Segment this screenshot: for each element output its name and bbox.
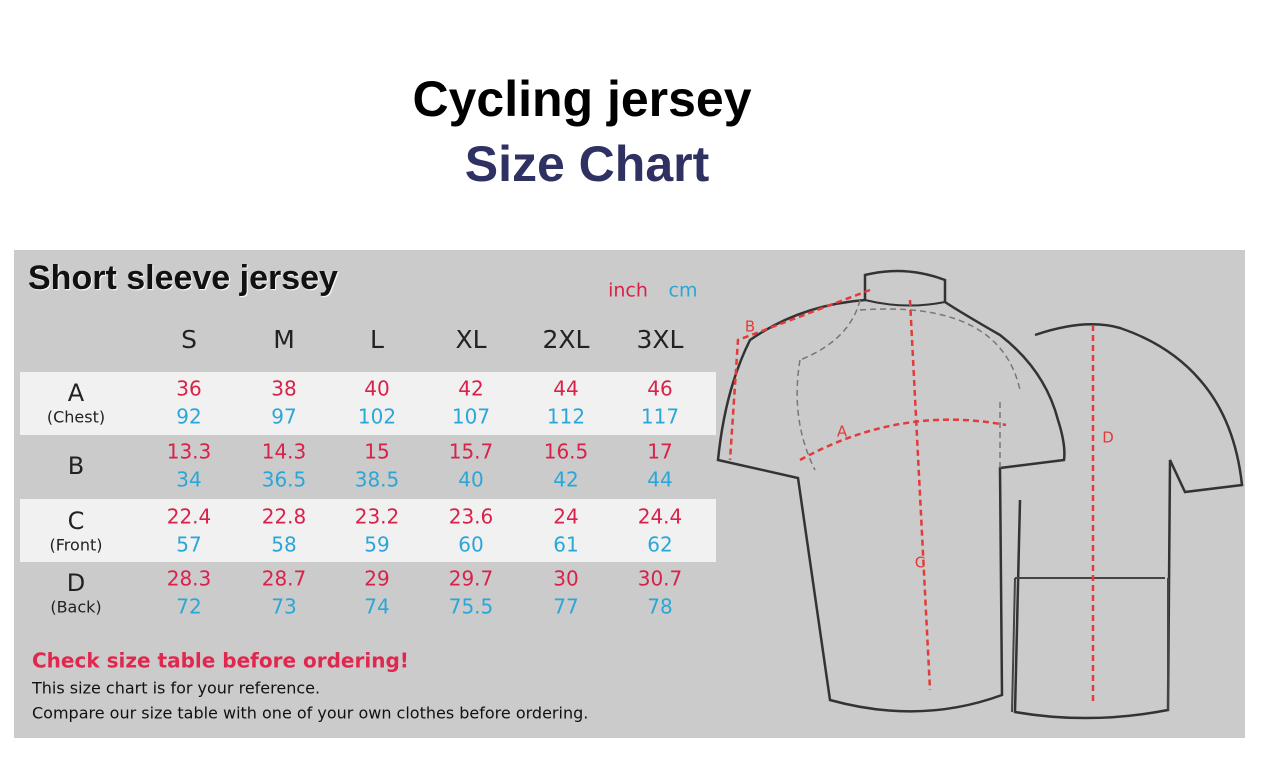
row-label: A — [68, 379, 85, 407]
cm-value: 74 — [364, 595, 389, 619]
diagram-label: C — [915, 554, 925, 572]
cm-value: 77 — [553, 595, 578, 619]
subtitle: Size Chart — [465, 136, 710, 192]
cm-value: 75.5 — [449, 595, 494, 619]
size-header: M — [273, 325, 295, 354]
inch-value: 17 — [647, 440, 672, 464]
inch-value: 28.3 — [167, 567, 212, 591]
cm-value: 42 — [553, 468, 578, 492]
cm-value: 78 — [647, 595, 672, 619]
inch-value: 22.4 — [167, 505, 212, 529]
inch-value: 24.4 — [638, 505, 683, 529]
inch-value: 36 — [176, 377, 201, 401]
row-stripe — [20, 499, 716, 562]
row-sublabel: (Chest) — [47, 408, 105, 427]
size-header: 3XL — [637, 325, 684, 354]
jersey-diagram — [716, 269, 1244, 720]
cm-value: 112 — [547, 405, 585, 429]
inch-value: 29 — [364, 567, 389, 591]
inch-value: 30.7 — [638, 567, 683, 591]
cm-value: 36.5 — [262, 468, 307, 492]
row-sublabel: (Back) — [50, 598, 101, 617]
inch-value: 13.3 — [167, 440, 212, 464]
cm-value: 40 — [458, 468, 483, 492]
diagram-label: B — [745, 318, 755, 336]
inch-value: 40 — [364, 377, 389, 401]
inch-value: 38 — [271, 377, 296, 401]
row-label: B — [68, 452, 84, 480]
size-header: 2XL — [543, 325, 590, 354]
note-line: This size chart is for your reference. — [31, 679, 320, 698]
cm-value: 102 — [358, 405, 396, 429]
inch-value: 22.8 — [262, 505, 307, 529]
row-label: D — [67, 569, 85, 597]
cm-value: 97 — [271, 405, 296, 429]
inch-value: 30 — [553, 567, 578, 591]
row-sublabel: (Front) — [50, 536, 103, 555]
size-header: S — [181, 325, 197, 354]
cm-value: 73 — [271, 595, 296, 619]
cm-value: 38.5 — [355, 468, 400, 492]
cm-value: 107 — [452, 405, 490, 429]
inch-value: 16.5 — [544, 440, 589, 464]
row-label: C — [68, 507, 85, 535]
title: Cycling jersey — [412, 71, 751, 127]
inch-value: 42 — [458, 377, 483, 401]
size-header: L — [370, 325, 384, 354]
unit-cm: cm — [669, 280, 698, 302]
inch-value: 23.6 — [449, 505, 494, 529]
note-line: Compare our size table with one of your … — [32, 704, 588, 723]
inch-value: 14.3 — [262, 440, 307, 464]
inch-value: 46 — [647, 377, 672, 401]
cm-value: 34 — [176, 468, 201, 492]
inch-value: 15 — [364, 440, 389, 464]
cm-value: 58 — [271, 533, 296, 557]
cm-value: 117 — [641, 405, 679, 429]
diagram-label: D — [1102, 429, 1114, 447]
cm-value: 44 — [647, 468, 672, 492]
inch-value: 29.7 — [449, 567, 494, 591]
inch-value: 44 — [553, 377, 578, 401]
inch-value: 24 — [553, 505, 578, 529]
cm-value: 57 — [176, 533, 201, 557]
diagram-label: A — [837, 423, 848, 441]
panel-title: Short sleeve jersey — [28, 259, 338, 297]
cm-value: 72 — [176, 595, 201, 619]
inch-value: 28.7 — [262, 567, 307, 591]
cm-value: 59 — [364, 533, 389, 557]
unit-inch: inch — [608, 280, 648, 302]
inch-value: 23.2 — [355, 505, 400, 529]
cm-value: 92 — [176, 405, 201, 429]
warning-note: Check size table before ordering! — [32, 649, 409, 673]
row-stripe — [20, 372, 716, 435]
cm-value: 61 — [553, 533, 578, 557]
cm-value: 62 — [647, 533, 672, 557]
size-header: XL — [455, 325, 486, 354]
cm-value: 60 — [458, 533, 483, 557]
inch-value: 15.7 — [449, 440, 494, 464]
